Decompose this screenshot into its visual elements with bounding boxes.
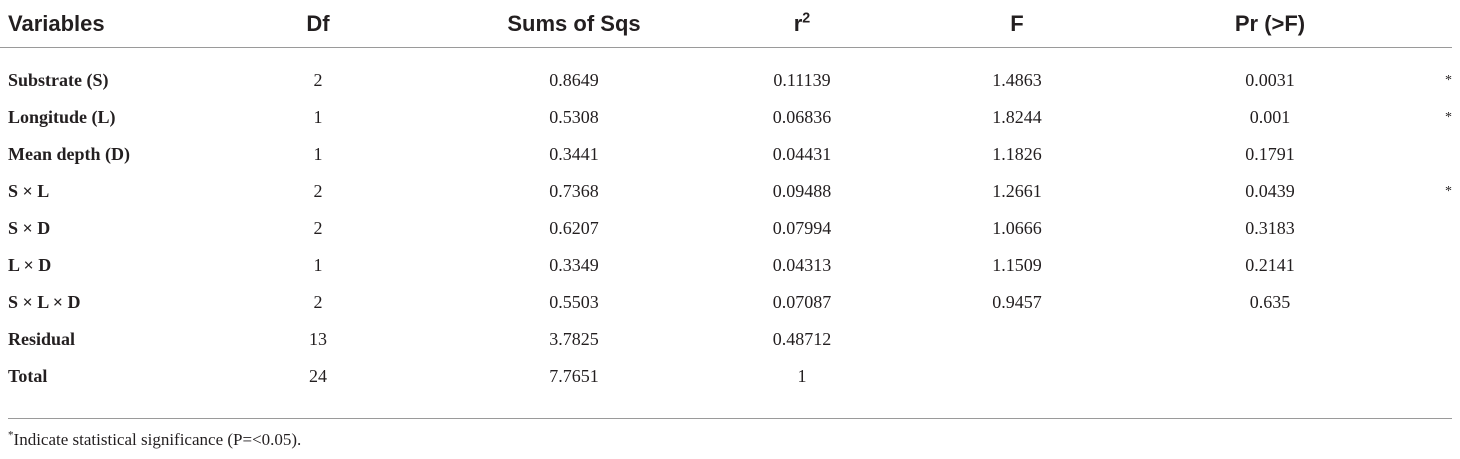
bottom-rule	[8, 418, 1452, 419]
cell-df: 2	[313, 292, 323, 312]
cell-f: 1.1826	[992, 144, 1042, 164]
cell-df: 1	[313, 107, 323, 127]
cell-significance-marker	[1398, 136, 1452, 173]
table-body: Substrate (S) 2 0.8649 0.11139 1.4863 0.0031 *…	[0, 62, 1452, 395]
cell-r-squared: 0.48712	[772, 329, 832, 349]
cell-significance-marker	[1398, 210, 1452, 247]
cell-df: 13	[309, 329, 327, 349]
anova-table: Variables Df Sums of Sqs r2 F Pr (>F) Su…	[0, 0, 1452, 395]
cell-variable: Longitude (L)	[8, 107, 116, 127]
table-row: L × D 1 0.3349 0.04313 1.1509 0.2141	[0, 247, 1452, 284]
cell-pr-f: 0.1791	[1245, 144, 1295, 164]
cell-pr-f: 0.3183	[1245, 218, 1295, 238]
header-significance	[1398, 0, 1452, 48]
cell-sums-of-sqs: 0.8649	[549, 70, 599, 90]
cell-variable: S × D	[8, 218, 51, 238]
cell-df: 1	[313, 255, 323, 275]
header-pr-f: Pr (>F)	[1142, 0, 1398, 48]
cell-sums-of-sqs: 3.7825	[549, 329, 599, 349]
cell-variable: Mean depth (D)	[8, 144, 130, 164]
cell-significance-marker: *	[1445, 72, 1452, 88]
cell-r-squared: 0.07994	[772, 218, 832, 238]
cell-variable: Substrate (S)	[8, 70, 109, 90]
cell-sums-of-sqs: 0.5308	[549, 107, 599, 127]
table-row: Substrate (S) 2 0.8649 0.11139 1.4863 0.0031 *	[0, 62, 1452, 99]
cell-f	[892, 358, 1142, 395]
cell-f: 1.1509	[992, 255, 1042, 275]
cell-f: 1.4863	[992, 70, 1042, 90]
header-r-squared-base: r	[793, 10, 803, 36]
cell-variable: Residual	[8, 329, 76, 349]
header-sums-of-sqs: Sums of Sqs	[436, 0, 712, 48]
header-row: Variables Df Sums of Sqs r2 F Pr (>F)	[0, 0, 1452, 48]
cell-significance-marker	[1398, 321, 1452, 358]
table-row: Longitude (L) 1 0.5308 0.06836 1.8244 0.001 *	[0, 99, 1452, 136]
header-df: Df	[200, 0, 436, 48]
cell-r-squared: 0.04431	[772, 144, 832, 164]
cell-significance-marker	[1398, 247, 1452, 284]
cell-significance-marker	[1398, 358, 1452, 395]
footnote-text: Indicate statistical significance (P=<0.…	[13, 430, 302, 449]
cell-variable: S × L	[8, 181, 50, 201]
header-f: F	[892, 0, 1142, 48]
footnote: *Indicate statistical significance (P=<0…	[8, 430, 301, 450]
table-row: S × L × D 2 0.5503 0.07087 0.9457 0.635	[0, 284, 1452, 321]
cell-variable: Total	[8, 366, 48, 386]
cell-r-squared: 0.09488	[772, 181, 832, 201]
header-r-squared-exponent: 2	[802, 10, 811, 27]
cell-r-squared: 0.06836	[772, 107, 832, 127]
cell-pr-f: 0.001	[1249, 107, 1291, 127]
cell-significance-marker	[1398, 284, 1452, 321]
table-row: S × D 2 0.6207 0.07994 1.0666 0.3183	[0, 210, 1452, 247]
cell-variable: L × D	[8, 255, 52, 275]
table-row: Total 24 7.7651 1	[0, 358, 1452, 395]
footnote-marker: *	[8, 429, 14, 442]
cell-sums-of-sqs: 0.6207	[549, 218, 599, 238]
cell-pr-f: 0.635	[1249, 292, 1291, 312]
cell-r-squared: 0.07087	[772, 292, 832, 312]
cell-df: 2	[313, 218, 323, 238]
cell-df: 1	[313, 144, 323, 164]
cell-pr-f: 0.2141	[1245, 255, 1295, 275]
header-variables: Variables	[0, 0, 200, 48]
table-row: Residual 13 3.7825 0.48712	[0, 321, 1452, 358]
cell-df: 24	[309, 366, 327, 386]
cell-f: 1.2661	[992, 181, 1042, 201]
cell-f: 1.0666	[992, 218, 1042, 238]
cell-r-squared: 1	[797, 366, 807, 386]
table-row: S × L 2 0.7368 0.09488 1.2661 0.0439 *	[0, 173, 1452, 210]
header-r-squared: r2	[712, 0, 892, 48]
cell-pr-f: 0.0031	[1245, 70, 1295, 90]
cell-f: 1.8244	[992, 107, 1042, 127]
table-row: Mean depth (D) 1 0.3441 0.04431 1.1826 0.1791	[0, 136, 1452, 173]
anova-table-container: Variables Df Sums of Sqs r2 F Pr (>F) Su…	[0, 0, 1452, 395]
cell-f: 0.9457	[992, 292, 1042, 312]
cell-sums-of-sqs: 0.5503	[549, 292, 599, 312]
cell-pr-f	[1142, 321, 1398, 358]
cell-f	[892, 321, 1142, 358]
cell-sums-of-sqs: 0.3349	[549, 255, 599, 275]
cell-df: 2	[313, 70, 323, 90]
header-spacer	[0, 48, 1452, 63]
cell-variable: S × L × D	[8, 292, 81, 312]
cell-sums-of-sqs: 7.7651	[549, 366, 599, 386]
cell-significance-marker: *	[1445, 183, 1452, 199]
cell-r-squared: 0.11139	[773, 70, 831, 90]
cell-pr-f	[1142, 358, 1398, 395]
cell-df: 2	[313, 181, 323, 201]
cell-sums-of-sqs: 0.3441	[549, 144, 599, 164]
cell-pr-f: 0.0439	[1245, 181, 1295, 201]
cell-significance-marker: *	[1445, 109, 1452, 125]
cell-r-squared: 0.04313	[772, 255, 832, 275]
cell-sums-of-sqs: 0.7368	[549, 181, 599, 201]
